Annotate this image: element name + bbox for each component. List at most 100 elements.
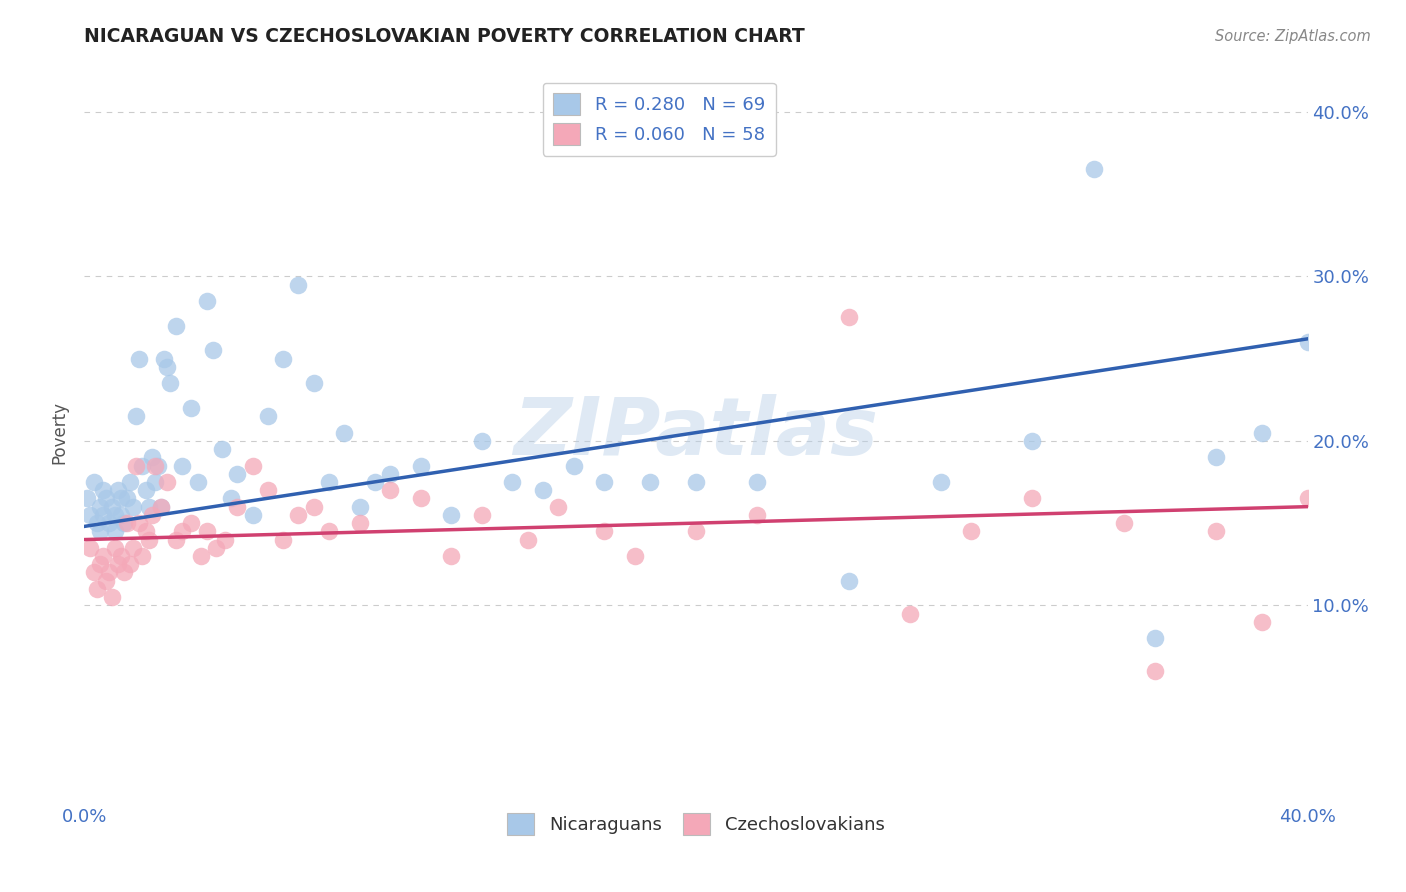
Point bbox=[146, 458, 169, 473]
Y-axis label: Poverty: Poverty bbox=[51, 401, 69, 464]
Point bbox=[76, 491, 98, 506]
Point bbox=[287, 508, 309, 522]
Legend: Nicaraguans, Czechoslovakians: Nicaraguans, Czechoslovakians bbox=[501, 805, 891, 842]
Point bbox=[112, 516, 135, 530]
Point bbox=[242, 508, 264, 522]
Point bbox=[89, 558, 111, 572]
Text: NICARAGUAN VS CZECHOSLOVAKIAN POVERTY CORRELATION CHART: NICARAGUAN VS CZECHOSLOVAKIAN POVERTY CO… bbox=[84, 27, 806, 45]
Point bbox=[838, 574, 860, 588]
Point bbox=[107, 483, 129, 498]
Point bbox=[1021, 434, 1043, 448]
Point bbox=[83, 475, 105, 489]
Point bbox=[638, 475, 661, 489]
Point bbox=[135, 524, 157, 539]
Point bbox=[302, 500, 325, 514]
Point bbox=[929, 475, 952, 489]
Point bbox=[141, 508, 163, 522]
Point bbox=[97, 516, 120, 530]
Point bbox=[97, 566, 120, 580]
Point bbox=[156, 359, 179, 374]
Point bbox=[593, 475, 616, 489]
Point bbox=[128, 351, 150, 366]
Point bbox=[214, 533, 236, 547]
Point bbox=[180, 401, 202, 415]
Point bbox=[94, 491, 117, 506]
Point bbox=[104, 541, 127, 555]
Point bbox=[110, 508, 132, 522]
Point bbox=[271, 351, 294, 366]
Point bbox=[257, 409, 280, 424]
Point bbox=[747, 508, 769, 522]
Point bbox=[531, 483, 554, 498]
Point bbox=[91, 549, 114, 563]
Point bbox=[165, 318, 187, 333]
Point bbox=[138, 500, 160, 514]
Point bbox=[172, 524, 194, 539]
Point bbox=[747, 475, 769, 489]
Point bbox=[94, 574, 117, 588]
Point bbox=[89, 524, 111, 539]
Point bbox=[226, 467, 249, 481]
Point bbox=[318, 475, 340, 489]
Point bbox=[143, 475, 166, 489]
Point bbox=[141, 450, 163, 465]
Point bbox=[165, 533, 187, 547]
Point bbox=[125, 458, 148, 473]
Point bbox=[1250, 615, 1272, 629]
Point bbox=[624, 549, 647, 563]
Point bbox=[104, 524, 127, 539]
Point bbox=[562, 458, 585, 473]
Point bbox=[195, 524, 218, 539]
Point bbox=[79, 508, 101, 522]
Point bbox=[172, 458, 194, 473]
Point bbox=[180, 516, 202, 530]
Point bbox=[838, 310, 860, 325]
Point bbox=[101, 590, 124, 604]
Point bbox=[960, 524, 983, 539]
Point bbox=[271, 533, 294, 547]
Point bbox=[153, 351, 176, 366]
Point bbox=[149, 500, 172, 514]
Point bbox=[1021, 491, 1043, 506]
Point bbox=[257, 483, 280, 498]
Point bbox=[333, 425, 356, 440]
Point bbox=[242, 458, 264, 473]
Point bbox=[128, 516, 150, 530]
Point bbox=[159, 376, 181, 391]
Point bbox=[120, 475, 142, 489]
Point bbox=[1114, 516, 1136, 530]
Point bbox=[104, 508, 127, 522]
Point bbox=[685, 475, 707, 489]
Point bbox=[195, 293, 218, 308]
Point bbox=[440, 508, 463, 522]
Point bbox=[1250, 425, 1272, 440]
Point bbox=[112, 566, 135, 580]
Point bbox=[122, 541, 145, 555]
Point bbox=[1205, 450, 1227, 465]
Point bbox=[115, 491, 138, 506]
Point bbox=[1083, 162, 1105, 177]
Point bbox=[122, 500, 145, 514]
Point bbox=[440, 549, 463, 563]
Point bbox=[226, 500, 249, 514]
Point bbox=[91, 508, 114, 522]
Point bbox=[115, 516, 138, 530]
Point bbox=[211, 442, 233, 456]
Point bbox=[135, 483, 157, 498]
Point bbox=[349, 500, 371, 514]
Point bbox=[471, 434, 494, 448]
Point bbox=[349, 516, 371, 530]
Point bbox=[131, 458, 153, 473]
Point bbox=[380, 483, 402, 498]
Point bbox=[409, 491, 432, 506]
Point bbox=[201, 343, 224, 358]
Point bbox=[302, 376, 325, 391]
Point bbox=[1143, 632, 1166, 646]
Point bbox=[1296, 491, 1319, 506]
Point bbox=[131, 549, 153, 563]
Point bbox=[110, 549, 132, 563]
Point bbox=[1205, 524, 1227, 539]
Point bbox=[156, 475, 179, 489]
Point bbox=[125, 409, 148, 424]
Point bbox=[409, 458, 432, 473]
